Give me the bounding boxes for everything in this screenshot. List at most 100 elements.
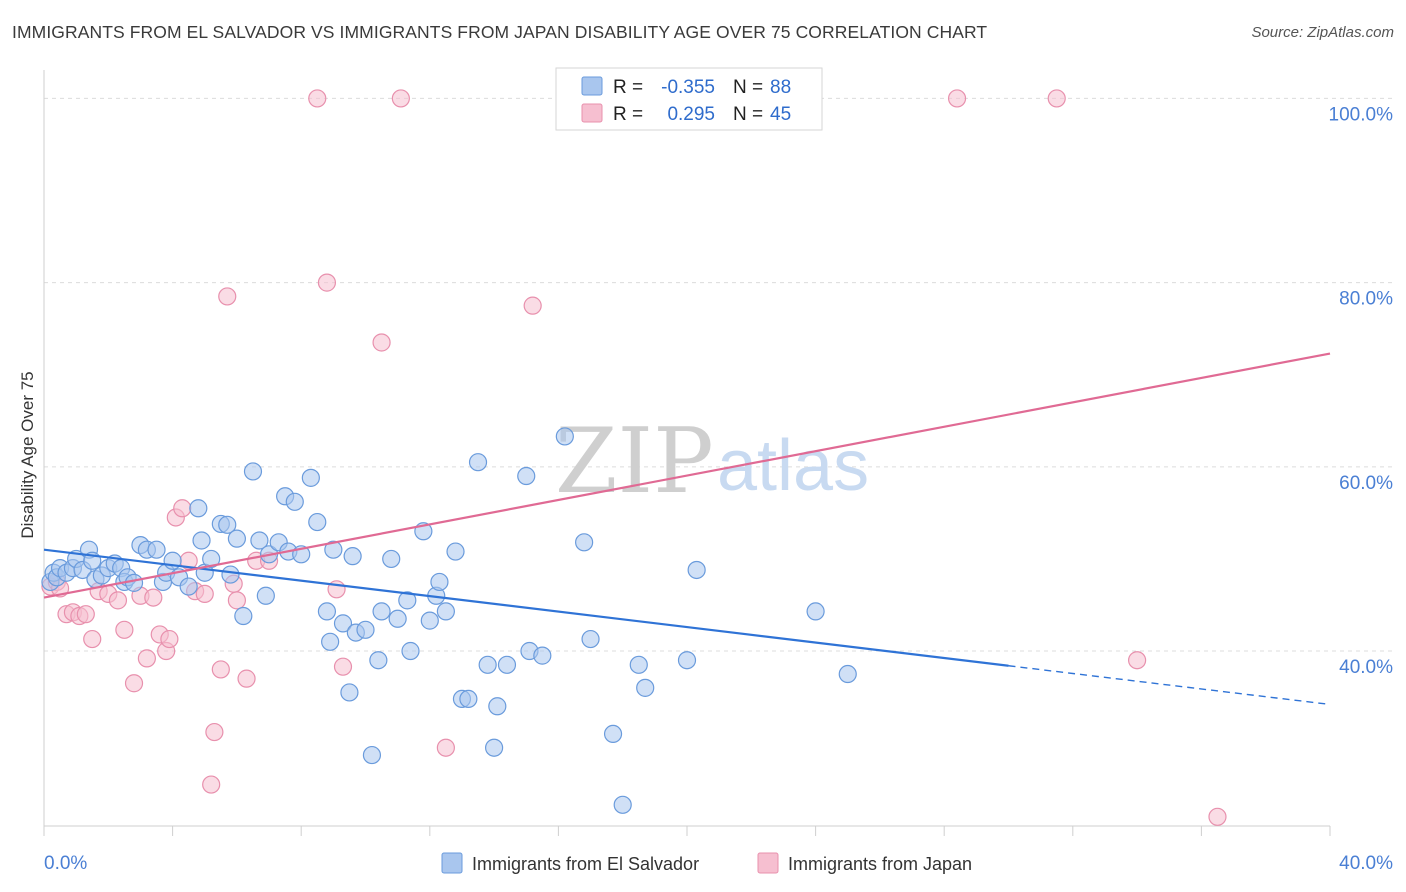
data-point — [677, 651, 697, 670]
data-point — [436, 602, 455, 621]
trend-line-el-salvador-extension — [1008, 665, 1331, 706]
legend-r-value-pink: 0.295 — [667, 104, 715, 125]
chart-title: IMMIGRANTS FROM EL SALVADOR VS IMMIGRANT… — [12, 22, 988, 42]
trend-lines — [43, 352, 1331, 706]
data-point — [401, 641, 420, 661]
y-tick-label-60: 60.0% — [1339, 473, 1393, 494]
data-point — [115, 620, 134, 639]
data-point — [478, 655, 497, 674]
watermark: ZIP atlas — [555, 409, 869, 514]
data-point — [227, 529, 246, 548]
data-point — [301, 468, 320, 487]
data-point — [372, 602, 391, 621]
y-tick-labels: 40.0% 60.0% 80.0% 100.0% — [1329, 104, 1394, 678]
trend-line-japan — [43, 352, 1331, 599]
data-point — [189, 499, 208, 518]
data-point — [382, 549, 401, 569]
data-point — [243, 462, 263, 481]
data-point — [227, 591, 246, 610]
data-point — [124, 573, 144, 592]
data-point — [398, 591, 417, 610]
data-point — [195, 584, 214, 604]
bottom-legend-label-pink: Immigrants from Japan — [788, 854, 972, 874]
data-point — [575, 533, 594, 552]
watermark-zip: ZIP — [555, 409, 714, 514]
data-point — [179, 577, 198, 596]
data-point — [308, 512, 327, 532]
data-point — [362, 745, 382, 765]
data-point — [317, 602, 337, 621]
data-point — [333, 657, 353, 676]
y-tick-label-100: 100.0% — [1329, 104, 1394, 125]
legend-swatch-blue — [581, 76, 603, 96]
data-point — [1208, 807, 1227, 826]
data-point — [221, 565, 240, 584]
data-point — [250, 531, 269, 550]
data-point — [581, 629, 600, 649]
data-point — [947, 89, 967, 108]
chart-source: Source: ZipAtlas.com — [1251, 24, 1394, 41]
data-point — [160, 629, 179, 649]
data-point — [218, 287, 237, 306]
y-axis-label: Disability Age Over 75 — [18, 371, 37, 538]
data-point — [1127, 651, 1147, 670]
data-point — [340, 683, 359, 702]
data-point — [629, 655, 648, 674]
legend-r-value-blue: -0.355 — [661, 77, 715, 98]
data-point — [468, 453, 488, 472]
bottom-legend-swatch-blue — [441, 852, 463, 874]
data-point — [192, 531, 211, 550]
y-tick-label-40: 40.0% — [1339, 657, 1393, 678]
bottom-legend-swatch-pink — [757, 852, 779, 874]
legend-n-label-pink: N = — [733, 104, 763, 125]
legend-n-value-pink: 45 — [770, 104, 791, 125]
data-point — [533, 646, 552, 665]
data-point — [459, 689, 478, 709]
legend-swatch-pink — [581, 103, 603, 123]
data-point — [838, 664, 857, 684]
x-tick-marks — [43, 826, 1331, 836]
data-point — [237, 669, 256, 688]
data-point — [211, 660, 230, 679]
data-point — [137, 649, 156, 668]
data-point — [83, 629, 102, 649]
data-point — [321, 632, 340, 651]
data-point — [324, 540, 343, 559]
data-point — [124, 674, 144, 693]
data-point — [147, 540, 166, 559]
data-point — [806, 602, 825, 621]
data-point — [285, 492, 304, 511]
data-point — [108, 591, 128, 610]
data-point — [144, 588, 163, 607]
grid-lines — [44, 97, 1392, 652]
data-point — [446, 542, 465, 561]
data-point — [256, 586, 275, 605]
trend-line-el-salvador — [43, 548, 1009, 667]
data-point — [202, 549, 221, 569]
correlation-legend: R = -0.355 N = 88 R = 0.295 N = 45 — [555, 67, 823, 131]
data-point — [420, 611, 439, 630]
data-point — [76, 605, 95, 624]
data-point — [603, 724, 623, 744]
data-point — [333, 614, 353, 633]
x-tick-label-max: 40.0% — [1339, 853, 1393, 874]
data-point — [488, 697, 507, 716]
data-point — [613, 795, 632, 814]
data-point — [497, 655, 517, 674]
data-point — [372, 333, 391, 352]
bottom-legend-label-blue: Immigrants from El Salvador — [472, 854, 699, 874]
x-tick-label-min: 0.0% — [44, 853, 87, 874]
data-point — [388, 609, 407, 628]
data-point — [436, 738, 455, 757]
legend-n-value-blue: 88 — [770, 77, 791, 98]
data-point — [173, 499, 192, 518]
data-point — [391, 89, 410, 108]
data-point — [523, 296, 542, 315]
data-point — [1047, 89, 1066, 108]
data-point — [356, 620, 375, 639]
data-point — [485, 738, 504, 757]
legend-r-label-pink: R = — [613, 104, 643, 125]
data-point — [218, 515, 237, 534]
el-salvador-points — [41, 427, 857, 814]
